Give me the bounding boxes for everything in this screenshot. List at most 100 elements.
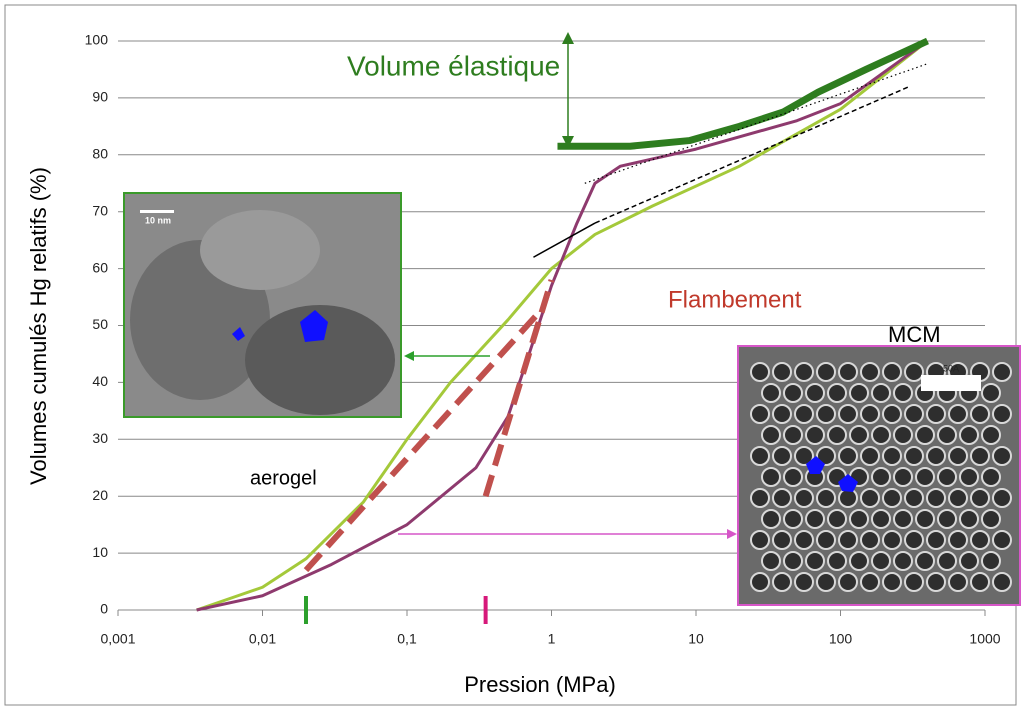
texture-cell xyxy=(893,383,913,403)
texture-cell xyxy=(959,551,979,571)
y-tick-label: 70 xyxy=(92,202,108,218)
texture-cell xyxy=(838,488,858,508)
texture-cell xyxy=(761,509,781,529)
texture-cell xyxy=(915,467,935,487)
texture-cell xyxy=(805,383,825,403)
texture-cell xyxy=(805,425,825,445)
texture-cell xyxy=(816,488,836,508)
texture-cell xyxy=(750,488,770,508)
texture-cell xyxy=(860,530,880,550)
texture-cell xyxy=(838,404,858,424)
texture-cell xyxy=(926,404,946,424)
texture-cell xyxy=(827,383,847,403)
series-line xyxy=(196,39,929,612)
texture-cell xyxy=(794,530,814,550)
texture-cell xyxy=(871,509,891,529)
inset-aerogel: 10 nm xyxy=(123,192,402,418)
x-tick-label: 1 xyxy=(548,631,556,647)
texture-cell xyxy=(981,467,1001,487)
annotation: Volume élastique xyxy=(347,50,560,81)
texture-cell xyxy=(849,551,869,571)
texture-cell xyxy=(970,488,990,508)
texture-cell xyxy=(794,488,814,508)
texture-cell xyxy=(882,488,902,508)
texture-cell xyxy=(871,467,891,487)
texture-cell xyxy=(816,530,836,550)
y-tick-label: 90 xyxy=(92,89,108,105)
texture-cell xyxy=(827,425,847,445)
inset-label: 50A xyxy=(943,363,959,373)
texture-cell xyxy=(772,362,792,382)
texture-cell xyxy=(816,572,836,592)
arrowhead xyxy=(404,351,414,361)
pore xyxy=(300,310,328,342)
texture-cell xyxy=(783,383,803,403)
texture-cell xyxy=(860,572,880,592)
texture-cell xyxy=(926,488,946,508)
texture-cell xyxy=(871,383,891,403)
texture-cell xyxy=(915,509,935,529)
texture-cell xyxy=(761,383,781,403)
annotation: Flambement xyxy=(668,286,802,313)
texture-cell xyxy=(860,488,880,508)
texture-cell xyxy=(860,404,880,424)
texture-cell xyxy=(849,383,869,403)
texture-cell xyxy=(860,362,880,382)
texture-cell xyxy=(992,530,1012,550)
texture-cell xyxy=(948,572,968,592)
texture xyxy=(245,305,395,415)
texture-cell xyxy=(904,488,924,508)
series-line xyxy=(482,279,555,498)
texture-cell xyxy=(992,446,1012,466)
texture-cell xyxy=(816,404,836,424)
texture-cell xyxy=(750,572,770,592)
texture-cell xyxy=(992,488,1012,508)
texture-cell xyxy=(827,551,847,571)
series-line xyxy=(594,85,910,224)
scale-bar xyxy=(921,375,981,391)
texture-cell xyxy=(882,404,902,424)
x-tick-label: 1000 xyxy=(969,631,1000,647)
texture-cell xyxy=(981,383,1001,403)
texture-cell xyxy=(838,446,858,466)
texture-cell xyxy=(948,488,968,508)
inset-mcm: 50A xyxy=(737,345,1021,606)
y-tick-label: 0 xyxy=(100,601,108,617)
x-tick-label: 100 xyxy=(829,631,853,647)
annotation: aerogel xyxy=(250,467,317,489)
texture-cell xyxy=(981,551,1001,571)
texture-cell xyxy=(970,530,990,550)
texture-cell xyxy=(948,404,968,424)
texture-cell xyxy=(904,362,924,382)
pore xyxy=(838,474,858,492)
texture-cell xyxy=(893,425,913,445)
texture-cell xyxy=(915,551,935,571)
texture-cell xyxy=(926,572,946,592)
pore xyxy=(806,456,825,474)
texture-cell xyxy=(882,362,902,382)
arrowhead xyxy=(562,136,574,148)
texture-cell xyxy=(893,551,913,571)
texture xyxy=(200,210,320,290)
texture-cell xyxy=(761,425,781,445)
texture-cell xyxy=(827,509,847,529)
texture-cell xyxy=(871,425,891,445)
texture-cell xyxy=(904,404,924,424)
texture-cell xyxy=(904,446,924,466)
pore xyxy=(232,327,245,341)
texture-cell xyxy=(761,467,781,487)
texture-cell xyxy=(783,509,803,529)
y-tick-label: 80 xyxy=(92,146,108,162)
texture-cell xyxy=(772,530,792,550)
y-tick-label: 10 xyxy=(92,544,108,560)
series-line xyxy=(303,312,540,573)
texture-cell xyxy=(761,551,781,571)
texture-cell xyxy=(849,509,869,529)
texture-cell xyxy=(904,530,924,550)
texture-cell xyxy=(959,467,979,487)
texture-cell xyxy=(937,467,957,487)
texture-cell xyxy=(794,362,814,382)
texture-cell xyxy=(860,446,880,466)
texture-cell xyxy=(937,425,957,445)
